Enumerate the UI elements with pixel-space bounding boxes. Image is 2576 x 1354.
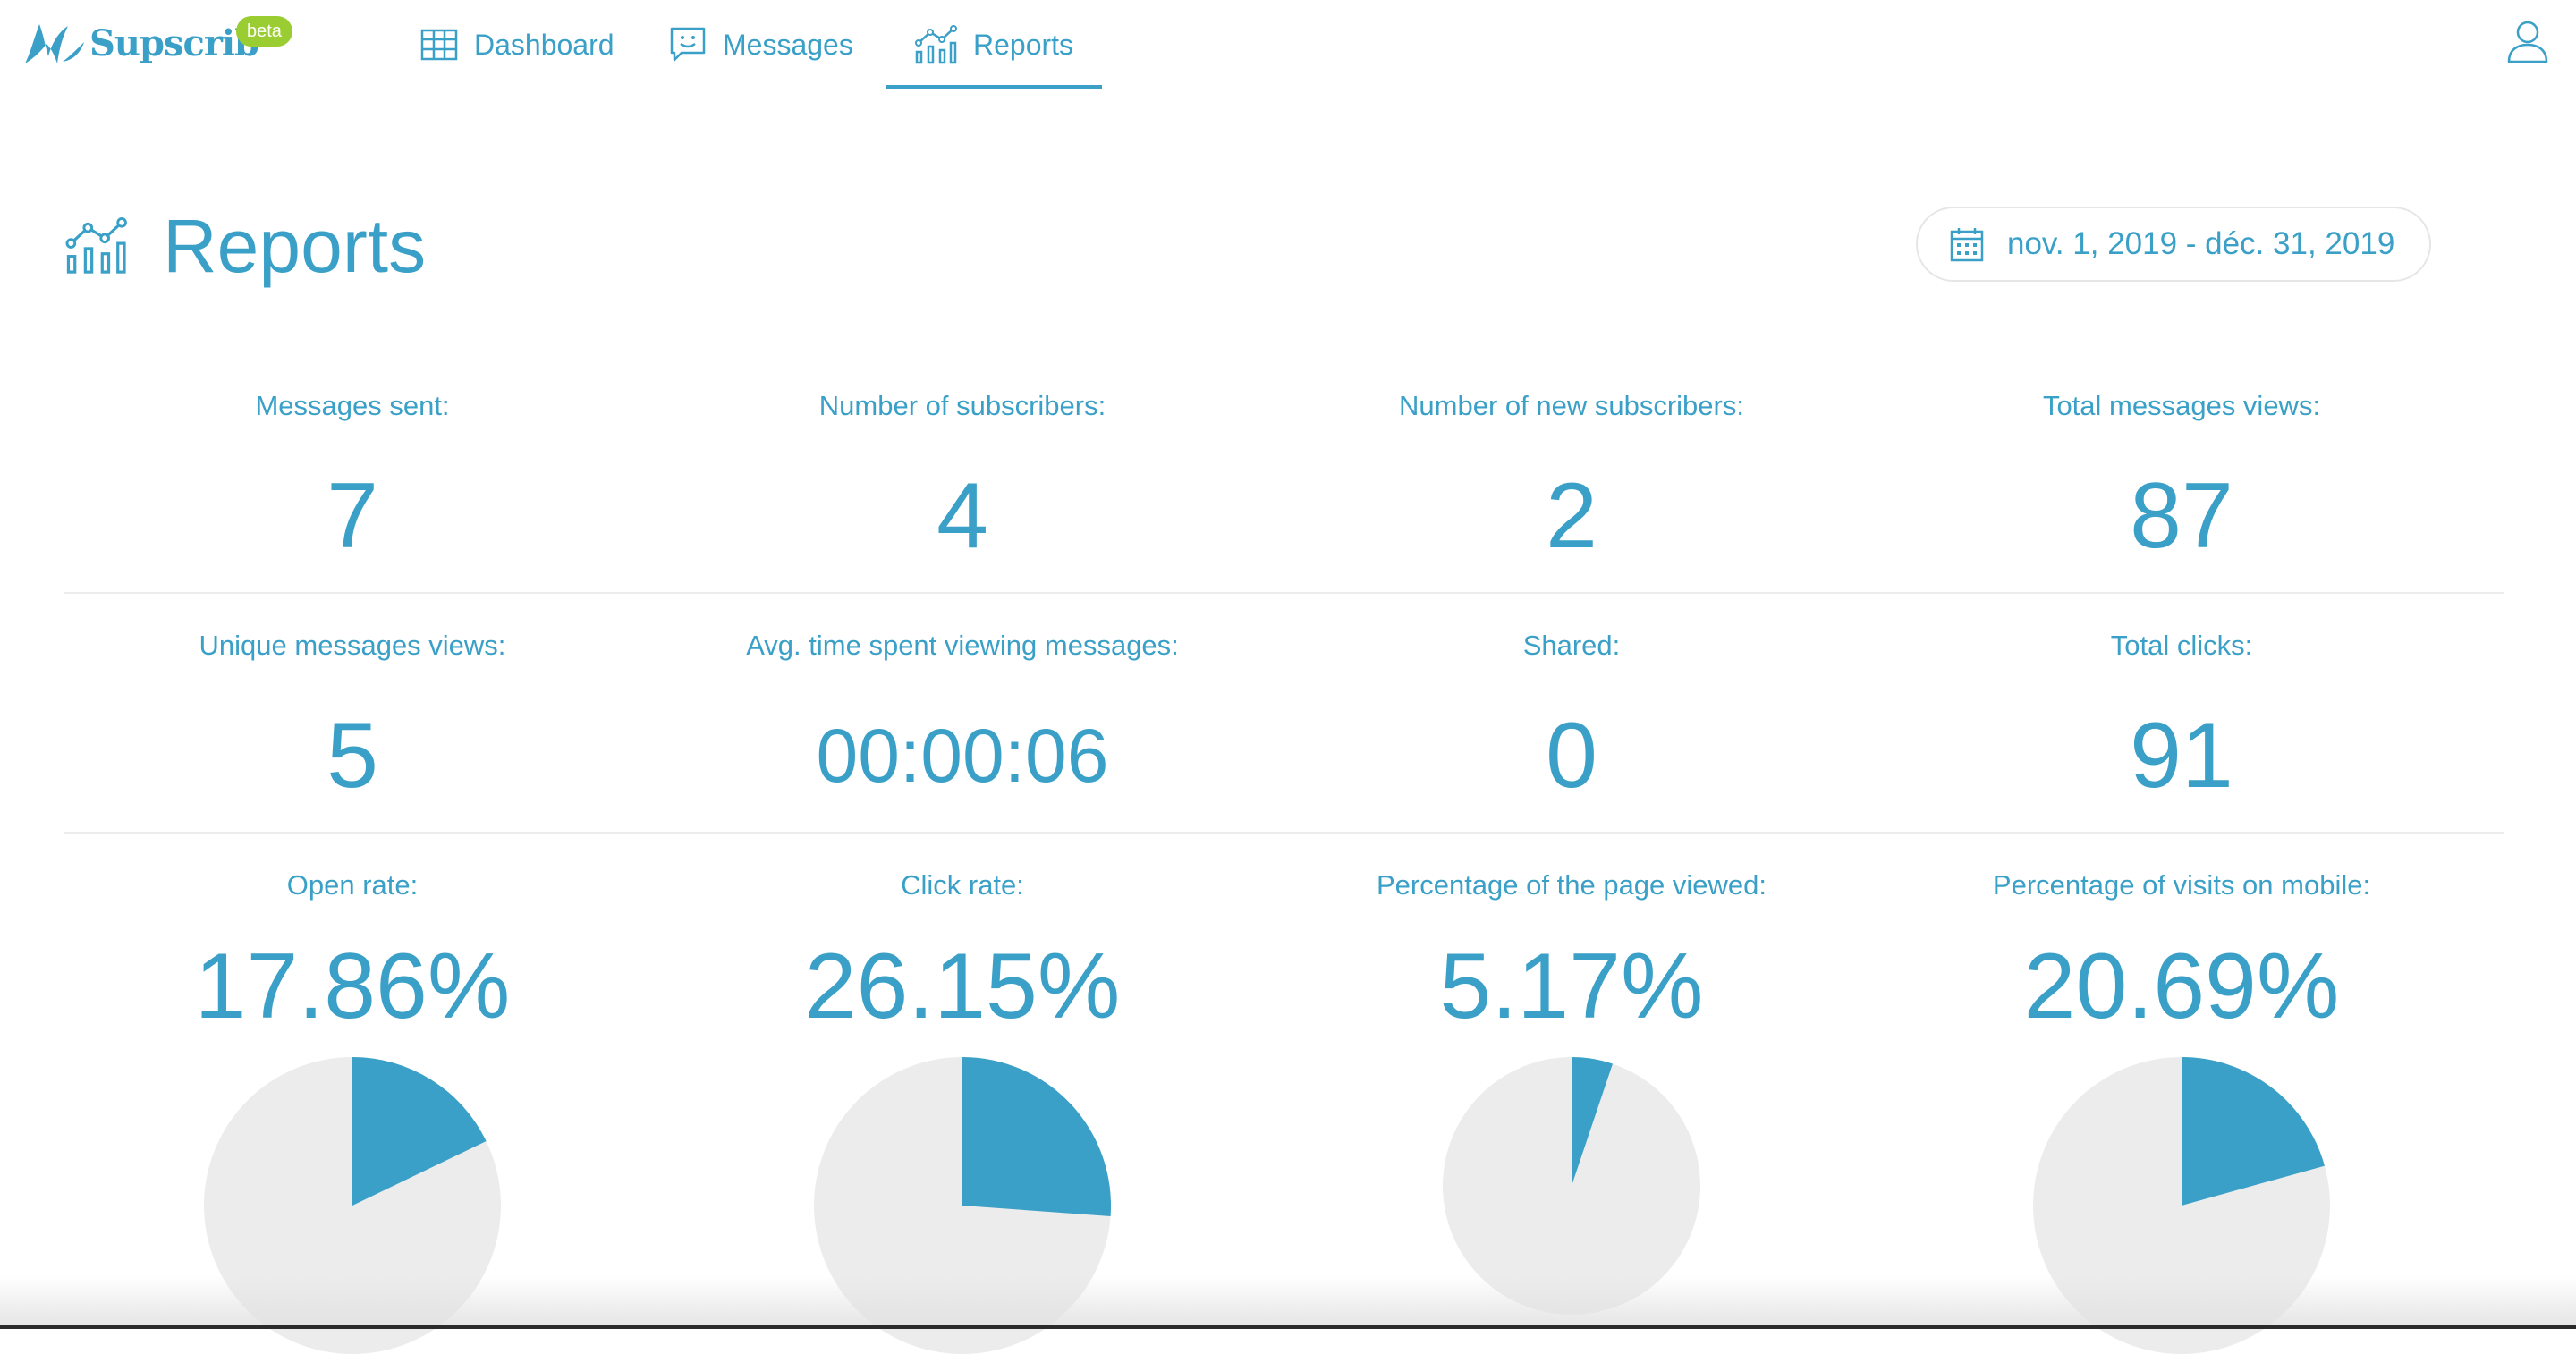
rate-click: Click rate: 26.15%	[657, 869, 1267, 1036]
stat-messages-sent: Messages sent: 7	[47, 390, 657, 565]
stat-value: 5	[326, 704, 378, 808]
page-header: Reports	[64, 206, 426, 286]
nav-reports-label: Reports	[973, 28, 1074, 61]
page-title: Reports	[163, 204, 427, 288]
stat-total-clicks: Total clicks: 91	[1877, 630, 2487, 805]
window-edge	[0, 1325, 2576, 1329]
stat-value: 7	[326, 464, 378, 568]
stat-label: Unique messages views:	[199, 630, 506, 661]
scroll-fade	[0, 1275, 2576, 1329]
rate-page-viewed: Percentage of the page viewed: 5.17%	[1267, 869, 1877, 1036]
rate-label: Click rate:	[901, 869, 1024, 901]
stat-avg-time: Avg. time spent viewing messages: 00:00:…	[657, 630, 1267, 805]
stat-label: Total messages views:	[2042, 390, 2321, 421]
chat-smile-icon	[670, 27, 706, 62]
stat-label: Shared:	[1522, 630, 1621, 661]
stat-value: 87	[2130, 464, 2233, 568]
bar-chart-trend-icon	[915, 25, 957, 64]
stat-label: Avg. time spent viewing messages:	[746, 630, 1179, 661]
stat-shared: Shared: 0	[1267, 630, 1877, 805]
stat-label: Messages sent:	[255, 390, 450, 421]
nav-messages[interactable]: Messages	[669, 0, 853, 89]
stat-new-subscribers: Number of new subscribers: 2	[1267, 390, 1877, 565]
row-divider	[64, 832, 2504, 834]
supscrib-logo-icon	[25, 24, 84, 63]
stat-value: 2	[1546, 464, 1597, 568]
rate-label: Open rate:	[286, 869, 419, 901]
stat-value: 00:00:06	[816, 714, 1109, 798]
nav-messages-label: Messages	[723, 28, 853, 61]
brand-name: Supscrib	[89, 21, 259, 64]
rate-value: 20.69%	[2023, 935, 2340, 1038]
pie-slice	[1572, 1057, 1613, 1186]
stat-subscribers: Number of subscribers: 4	[657, 390, 1267, 565]
pie-slice	[962, 1057, 1111, 1216]
rate-value: 5.17%	[1439, 935, 1704, 1038]
beta-badge: beta	[236, 16, 292, 47]
rate-label: Percentage of the page viewed:	[1376, 869, 1767, 901]
stat-label: Total clicks:	[2110, 630, 2253, 661]
user-icon[interactable]	[2506, 20, 2549, 64]
pie-page-viewed	[1443, 1057, 1700, 1315]
table-grid-icon	[420, 29, 458, 61]
stat-value: 0	[1546, 704, 1597, 808]
nav-dashboard-label: Dashboard	[474, 28, 614, 61]
rate-label: Percentage of visits on mobile:	[1992, 869, 2371, 901]
stat-total-views: Total messages views: 87	[1877, 390, 2487, 565]
pie-slice	[352, 1057, 487, 1206]
date-range-picker[interactable]: nov. 1, 2019 - déc. 31, 2019	[1916, 207, 2431, 282]
top-nav: Supscrib beta Dashboard Messages	[0, 0, 2576, 89]
rate-value: 26.15%	[804, 935, 1121, 1038]
stat-value: 4	[936, 464, 988, 568]
stat-label: Number of new subscribers:	[1399, 390, 1744, 421]
rate-open: Open rate: 17.86%	[47, 869, 657, 1036]
stat-value: 91	[2130, 704, 2233, 808]
date-range-label: nov. 1, 2019 - déc. 31, 2019	[2007, 226, 2395, 261]
pie-slice	[2182, 1057, 2325, 1206]
bar-chart-trend-icon	[65, 217, 127, 274]
row-divider	[64, 592, 2504, 594]
brand-logo[interactable]: Supscrib beta	[21, 16, 292, 70]
stat-unique-views: Unique messages views: 5	[47, 630, 657, 805]
rate-value: 17.86%	[194, 935, 511, 1038]
nav-reports[interactable]: Reports	[886, 0, 1103, 89]
calendar-icon	[1950, 228, 1984, 262]
nav-dashboard[interactable]: Dashboard	[420, 0, 614, 89]
rate-mobile: Percentage of visits on mobile: 20.69%	[1877, 869, 2487, 1036]
stat-label: Number of subscribers:	[818, 390, 1106, 421]
